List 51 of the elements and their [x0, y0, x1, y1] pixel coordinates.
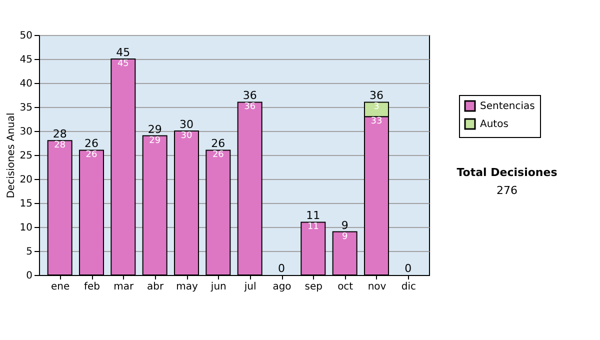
total-label: 28 [52, 128, 67, 141]
y-tick-label: 25 [20, 150, 32, 162]
total-label: 9 [341, 218, 348, 232]
x-tick-label: oct [338, 282, 354, 292]
x-tick-label: abr [147, 282, 165, 292]
x-tick-label: ene [51, 282, 70, 292]
data-label: 26 [212, 150, 224, 160]
data-label: 29 [149, 136, 161, 146]
x-tick-label: nov [368, 282, 386, 292]
y-tick-label: 5 [26, 246, 32, 258]
total-label: 45 [116, 46, 130, 59]
data-label: 36 [244, 102, 256, 112]
data-label: 11 [307, 222, 319, 232]
text: Total Decisiones [456, 166, 558, 179]
total-label: 29 [148, 122, 162, 136]
total-label: 26 [211, 137, 226, 150]
y-tick-label: 30 [20, 126, 32, 138]
legend-label: Sentencias [480, 101, 535, 112]
total-label: 30 [180, 118, 194, 131]
x-tick-label: mar [114, 282, 135, 292]
legend-label: Autos [480, 119, 508, 130]
y-tick-label: 45 [20, 54, 32, 66]
y-tick-label: 20 [20, 174, 32, 186]
y-tick-label: 50 [20, 30, 32, 42]
data-label: 3 [374, 102, 380, 112]
y-tick-label: 35 [20, 102, 32, 114]
y-tick-label: 0 [26, 270, 32, 282]
data-label: 33 [370, 116, 382, 127]
total-label: 36 [242, 89, 257, 102]
x-tick-label: jul [243, 282, 256, 292]
data-label: 9 [342, 232, 348, 242]
data-label: 28 [54, 140, 66, 151]
x-tick-label: may [176, 282, 198, 292]
x-tick-label: dic [401, 282, 416, 292]
y-tick-label: 40 [20, 78, 32, 90]
x-tick-label: ago [272, 282, 292, 292]
text: 276 [496, 184, 518, 197]
x-tick-label: sep [304, 282, 323, 292]
total-label: 11 [306, 209, 320, 222]
x-tick-label: feb [84, 282, 100, 292]
data-label: 30 [180, 131, 192, 141]
total-label: 26 [84, 137, 98, 150]
y-axis-title: Decisiones Anual [6, 112, 17, 198]
data-label: 26 [86, 150, 98, 160]
x-tick-label: jun [210, 282, 226, 292]
total-label: 0 [404, 262, 412, 275]
data-label: 45 [117, 59, 129, 69]
y-tick-label: 10 [20, 222, 32, 234]
total-label: 0 [278, 262, 285, 275]
y-tick-label: 15 [20, 198, 32, 210]
total-label: 36 [370, 89, 384, 102]
